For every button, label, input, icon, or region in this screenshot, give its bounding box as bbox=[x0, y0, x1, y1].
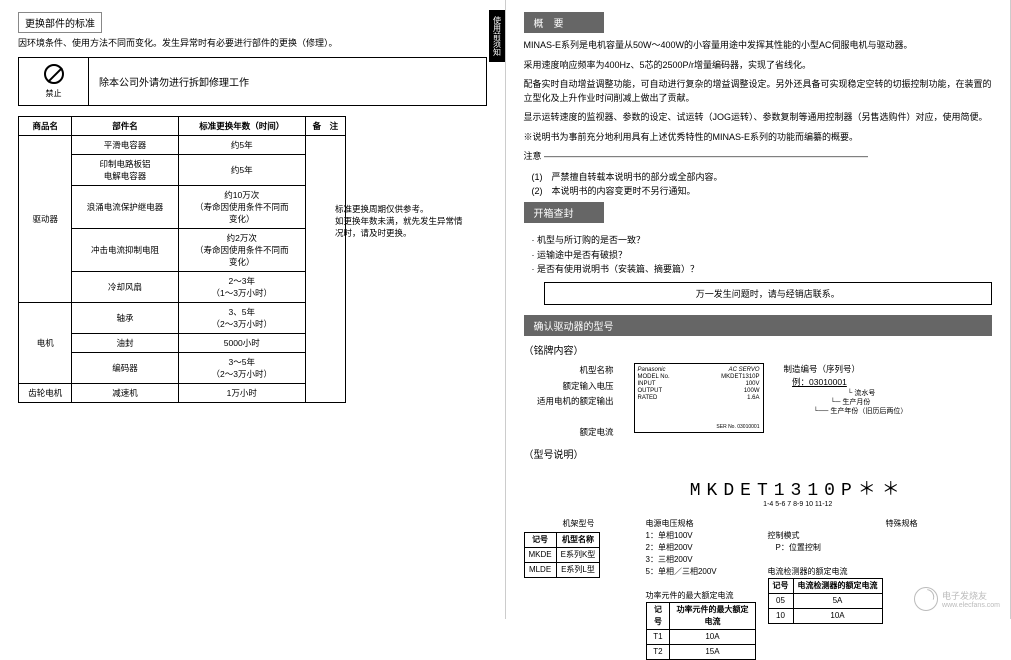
watermark: 电子发烧友 www.elecfans.com bbox=[914, 587, 1000, 611]
lbl-power: 功率元件的最大额定电流 bbox=[646, 590, 756, 602]
warning-box: 禁止 除本公司外请勿进行拆卸修理工作 bbox=[18, 57, 487, 106]
model-subheader: （型号说明） bbox=[524, 446, 993, 461]
th-remark: 备 注 bbox=[305, 116, 345, 135]
lbl-frame: 机架型号 bbox=[524, 518, 634, 530]
lbl-current: 额定电流 bbox=[524, 425, 614, 440]
prohibit-icon bbox=[44, 64, 64, 84]
lbl-serial: 流水号 bbox=[854, 390, 875, 397]
psu2: 2：单相200V bbox=[646, 542, 756, 554]
lbl-year: 生产年份（旧历后两位） bbox=[830, 408, 907, 415]
confirm-header: 确认驱动器的型号 bbox=[524, 315, 993, 336]
lbl-input: 额定输入电压 bbox=[524, 379, 614, 394]
prohibit-icon-cell: 禁止 bbox=[19, 58, 89, 105]
frame-table: 记号机型名称MKDEE系列K型MLDEE系列L型 bbox=[524, 532, 601, 578]
model-string: MKDET1310P＊＊ bbox=[604, 475, 993, 501]
lbl-model: 机型名称 bbox=[524, 363, 614, 378]
unbox-1: · 机型与所订购的是否一致？ bbox=[532, 233, 993, 247]
watermark-text: 电子发烧友 bbox=[942, 589, 1000, 602]
nameplate-subheader: （铭牌内容） bbox=[524, 342, 993, 357]
lbl-special: 特殊规格 bbox=[768, 518, 918, 530]
nameplate-diagram: 机型名称 额定输入电压 适用电机的额定输出 额定电流 Panasonic AC … bbox=[524, 363, 993, 439]
brand: Panasonic bbox=[638, 367, 666, 373]
nameplate-left-labels: 机型名称 额定输入电压 适用电机的额定输出 额定电流 bbox=[524, 363, 614, 439]
notice-1: (1) 严禁擅自转载本说明书的部分或全部内容。 bbox=[532, 170, 993, 184]
lbl-month: 生产月份 bbox=[842, 399, 870, 406]
lbl-psu: 电源电压规格 bbox=[646, 518, 756, 530]
notice-2: (2) 本说明书的内容变更时不另行通知。 bbox=[532, 184, 993, 198]
warning-text: 除本公司外请勿进行拆卸修理工作 bbox=[89, 64, 259, 99]
watermark-url: www.elecfans.com bbox=[942, 602, 1000, 609]
lbl-ctrl: 控制模式 bbox=[768, 530, 918, 542]
ac-servo: AC SERVO bbox=[729, 367, 760, 373]
unbox-header: 开箱查封 bbox=[524, 202, 604, 223]
overview-header: 概 要 bbox=[524, 12, 604, 33]
th-product: 商品名 bbox=[19, 116, 72, 135]
lbl-example: 例：03010001 bbox=[784, 376, 908, 389]
replacement-table: 商品名 部件名 标准更换年数（时间） 备 注 驱动器平滑电容器约5年印制电路板铝… bbox=[18, 116, 346, 403]
overview-body: MINAS-E系列是电机容量从50W～400W的小容量用途中发挥其性能的小型AC… bbox=[524, 39, 993, 144]
section-title-parts: 更换部件的标准 bbox=[18, 12, 102, 33]
right-page: 概 要 MINAS-E系列是电机容量从50W～400W的小容量用途中发挥其性能的… bbox=[506, 0, 1011, 619]
power-table: 记号功率元件的最大额定电流T110AT215A bbox=[646, 602, 756, 660]
model-segments: 1-4 5-6 7 8-9 10 11-12 bbox=[604, 501, 993, 508]
model-breakdown: MKDET1310P＊＊ 1-4 5-6 7 8-9 10 11-12 机架型号… bbox=[524, 475, 993, 660]
lbl-current-det: 电流检测器的额定电流 bbox=[768, 566, 918, 578]
th-part: 部件名 bbox=[72, 116, 178, 135]
side-tab: 使用前须知 bbox=[489, 10, 505, 62]
intro-text: 因环境条件、使用方法不同而变化。发生异常时有必要进行部件的更换（修理）。 bbox=[18, 37, 487, 51]
notice-rule: 注意 ———————————————————————————————————— bbox=[524, 150, 993, 164]
unbox-3: · 是否有使用说明书（安装篇、摘要篇）？ bbox=[532, 262, 993, 276]
lbl-output: 适用电机的额定输出 bbox=[524, 394, 614, 409]
contact-box: 万一发生问题时，请与经销店联系。 bbox=[544, 282, 993, 305]
unbox-list: · 机型与所订购的是否一致？ · 运输途中是否有破损？ · 是否有使用说明书（安… bbox=[532, 233, 993, 276]
current-table: 记号电流检测器的额定电流055A1010A bbox=[768, 578, 883, 624]
lbl-mfg: 制造编号（序列号） bbox=[784, 363, 908, 376]
left-page: 更换部件的标准 因环境条件、使用方法不同而变化。发生异常时有必要进行部件的更换（… bbox=[0, 0, 506, 619]
unbox-2: · 运输途中是否有破损？ bbox=[532, 248, 993, 262]
elecfans-icon bbox=[914, 587, 938, 611]
lbl-ctrl-p: P：位置控制 bbox=[776, 542, 918, 554]
th-period: 标准更换年数（时间） bbox=[178, 116, 305, 135]
prohibit-label: 禁止 bbox=[25, 88, 82, 99]
psu3: 3：三相200V bbox=[646, 554, 756, 566]
psu5: 5：单相／三相200V bbox=[646, 566, 756, 578]
notice-list: (1) 严禁擅自转载本说明书的部分或全部内容。 (2) 本说明书的内容变更时不另… bbox=[532, 170, 993, 199]
psu1: 1：单相100V bbox=[646, 530, 756, 542]
nameplate-right-labels: 制造编号（序列号） 例：03010001 └ 流水号 └─ 生产月份 └── 生… bbox=[784, 363, 908, 416]
nameplate-box: Panasonic AC SERVO MODEL No.MKDET1310P I… bbox=[634, 363, 764, 433]
table-note: 标准更换周期仅供参考。如更换年数未满，就先发生异常情况时，请及时更换。 bbox=[335, 204, 485, 240]
